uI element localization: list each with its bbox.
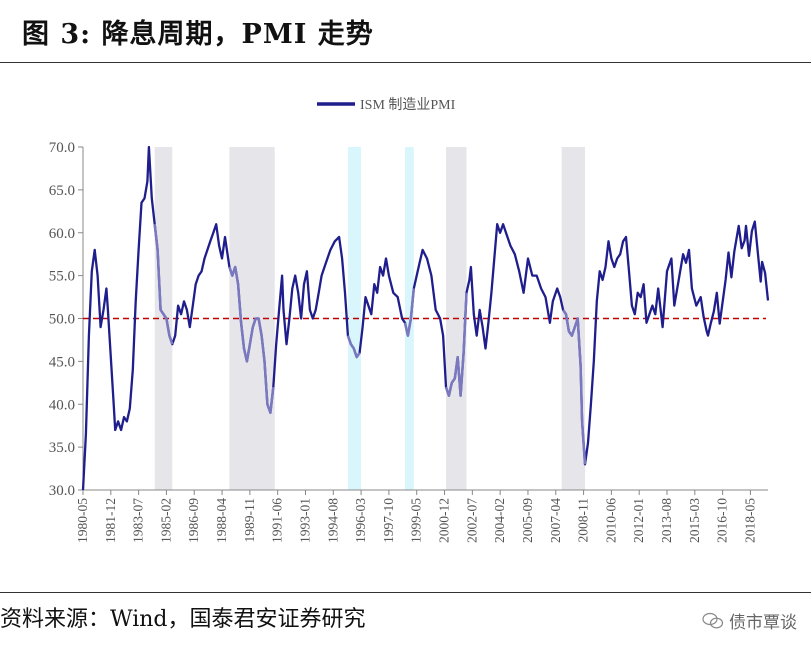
legend-label: ISM 制造业PMI [360,97,456,113]
y-tick-label: 60.0 [49,226,75,242]
watermark: 债市覃谈 [702,608,797,633]
x-tick-label: 1985-02 [158,498,173,543]
y-tick-label: 30.0 [49,483,75,499]
x-tick-label: 1980-05 [75,498,90,543]
watermark-text: 债市覃谈 [729,613,797,633]
x-tick-label: 2010-06 [603,498,618,543]
x-tick-label: 1988-04 [214,498,229,543]
rate-cut-band-4 [405,147,414,490]
x-tick-label: 1999-05 [409,498,424,543]
x-tick-label: 2004-02 [492,498,507,543]
x-tick-label: 1991-06 [270,498,285,543]
x-tick-label: 1997-10 [381,498,396,543]
x-tick-label: 2002-07 [464,498,479,543]
y-axis: 70.0 65.0 60.0 55.0 50.0 45.0 40.0 35.0 30.0 [49,140,84,499]
source-note: 资料来源：Wind，国泰君安证券研究 [0,607,366,632]
x-tick-label: 2016-10 [715,498,730,543]
title-divider [0,62,811,63]
x-axis: 1980-05 1981-12 1983-07 1985-02 1986-09 1988-… [75,489,768,543]
x-tick-label: 1983-07 [131,498,146,543]
y-tick-label: 55.0 [49,269,75,285]
x-tick-label: 1981-12 [103,498,118,543]
series-segment-cut-period-1 [153,224,174,345]
series-segment-cut-period-3 [346,335,361,359]
x-tick-label: 2008-11 [576,498,591,543]
series-segment-cut-period-6 [562,309,587,465]
figure-title: 图 3: 降息周期，PMI 走势 [22,19,374,50]
x-tick-label: 1994-08 [325,498,340,543]
x-tick-label: 2007-04 [548,498,563,543]
x-tick-label: 2015-03 [687,498,702,543]
source-divider [0,592,811,593]
x-tick-label: 2005-09 [520,498,535,543]
rate-cut-shading [154,147,586,490]
x-tick-label: 1986-09 [186,498,201,543]
y-tick-label: 70.0 [49,140,75,156]
legend: ISM 制造业PMI [317,97,456,113]
series-segment-cut-period-2 [228,265,275,415]
series-segment-cut-period-5 [444,292,468,397]
y-tick-label: 65.0 [49,183,75,199]
series-segment-cut-period-4 [403,288,416,337]
y-tick-label: 50.0 [49,312,75,328]
x-tick-label: 1989-11 [242,498,257,543]
x-tick-label: 2012-01 [631,498,646,543]
wechat-icon [702,612,724,628]
y-tick-label: 45.0 [49,354,75,370]
x-tick-label: 2018-05 [742,498,757,543]
x-tick-label: 1996-03 [353,498,368,543]
y-tick-label: 35.0 [49,440,75,456]
x-tick-label: 1993-01 [297,498,312,543]
x-tick-label: 2013-08 [659,498,674,543]
series-layer [81,145,770,491]
y-tick-label: 40.0 [49,397,75,413]
pmi-line-chart: 70.0 65.0 60.0 55.0 50.0 45.0 40.0 35.0 30.0 198… [49,97,770,543]
x-tick-label: 2000-12 [437,498,452,543]
